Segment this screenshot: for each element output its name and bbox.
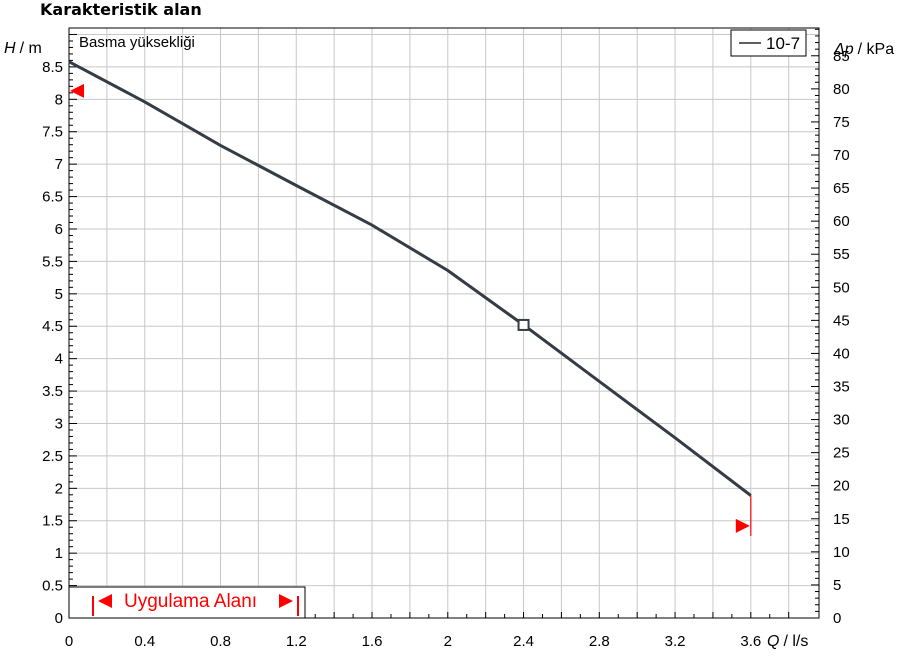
plot-frame <box>68 27 820 619</box>
y-right-tick-label: 40 <box>833 345 850 362</box>
y-right-tick-label: 75 <box>833 114 850 131</box>
y-left-tick-label: 3.5 <box>42 383 63 400</box>
x-axis-title: Q / l/s <box>767 633 808 650</box>
x-tick-label: 1.2 <box>286 633 307 650</box>
y-left-tick-label: 4.5 <box>42 318 63 335</box>
y-right-tick-label: 70 <box>833 147 850 164</box>
y-left-tick-label: 1 <box>55 545 63 562</box>
range-markers <box>70 83 752 536</box>
y-left-tick-label: 8.5 <box>42 59 63 76</box>
y-right-tick-label: 5 <box>833 577 841 594</box>
y-right-tick-label: 55 <box>833 246 850 263</box>
y-right-tick-label: 80 <box>833 81 850 98</box>
application-area-label: Uygulama Alanı <box>124 591 257 612</box>
minor-ticks <box>69 28 819 618</box>
x-tick-label: 2 <box>444 633 452 650</box>
y-right-tick-label: 60 <box>833 213 850 230</box>
x-tick-label: 3.6 <box>740 633 761 650</box>
y-left-tick-label: 7 <box>55 156 63 173</box>
series-lines <box>68 60 752 497</box>
x-tick-label: 0 <box>65 633 73 650</box>
min-head-marker <box>735 518 750 533</box>
y-left-tick-label: 0.5 <box>42 578 63 595</box>
application-area-box: Uygulama Alanı <box>68 586 306 619</box>
y-right-tick-label: 50 <box>833 279 850 296</box>
y-left-tick-label: 2.5 <box>42 448 63 465</box>
chart-title: Karakteristik alan <box>40 0 202 19</box>
y-right-tick-label: 85 <box>833 48 850 65</box>
y-left-tick-label: 7.5 <box>42 124 63 141</box>
y-right-tick-label: 15 <box>833 511 850 528</box>
y-right-tick-label: 20 <box>833 478 850 495</box>
series-line[interactable] <box>68 60 752 497</box>
legend-entry-label: 10-7 <box>766 34 800 53</box>
y-left-tick-label: 0 <box>55 610 63 627</box>
x-tick-label: 3.2 <box>665 633 686 650</box>
curve-type-label: Basma yüksekliği <box>79 34 195 51</box>
x-tick-label: 0.8 <box>210 633 231 650</box>
y-left-tick-label: 6.5 <box>42 189 63 206</box>
y-left-tick-label: 6 <box>55 221 63 238</box>
y-right-axis-title: Δp / kPa <box>833 41 894 58</box>
y-right-tick-label: 65 <box>833 180 850 197</box>
x-tick-label: 0.4 <box>134 633 155 650</box>
tick-labels: 0 0.4 0.8 1.2 1.6 2 2.4 2.8 3.2 3.6 0 0.5 1 1.5 2 2.5 3 3… <box>42 48 850 650</box>
x-tick-label: 1.6 <box>362 633 383 650</box>
y-right-tick-label: 0 <box>833 610 841 627</box>
y-right-tick-label: 35 <box>833 378 850 395</box>
y-left-tick-label: 5.5 <box>42 253 63 270</box>
y-left-tick-label: 3 <box>55 415 63 432</box>
max-head-marker <box>70 83 84 98</box>
y-left-tick-label: 4 <box>55 351 63 368</box>
x-tick-label: 2.4 <box>513 633 534 650</box>
y-right-tick-label: 10 <box>833 544 850 561</box>
y-left-tick-label: 8 <box>55 91 63 108</box>
y-left-tick-label: 1.5 <box>42 513 63 530</box>
x-tick-label: 2.8 <box>589 633 610 650</box>
y-right-tick-label: 25 <box>833 445 850 462</box>
operating-point-marker[interactable] <box>517 318 530 331</box>
application-area-right-arrow <box>279 594 293 608</box>
y-right-tick-label: 30 <box>833 412 850 429</box>
y-left-tick-label: 2 <box>55 480 63 497</box>
y-right-tick-label: 45 <box>833 312 850 329</box>
y-left-tick-label: 5 <box>55 286 63 303</box>
y-left-axis-title: H / m <box>4 40 42 57</box>
legend[interactable]: 10-7 <box>730 29 807 57</box>
application-area-left-arrow <box>98 594 112 608</box>
grid <box>69 28 819 618</box>
